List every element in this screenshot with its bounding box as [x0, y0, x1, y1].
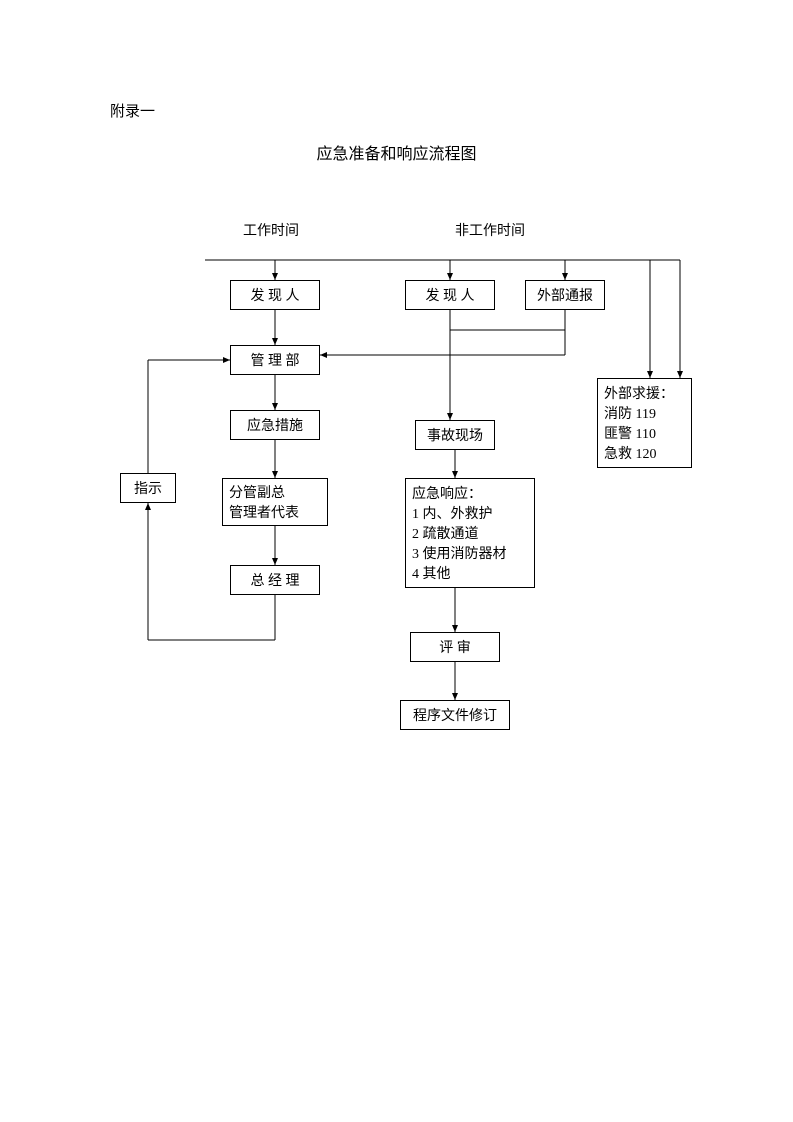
flowchart-edges [0, 0, 793, 1122]
node-emergency-measure: 应急措施 [230, 410, 320, 440]
node-response: 应急响应： 1 内、外救护 2 疏散通道 3 使用消防器材 4 其他 [405, 478, 535, 588]
header-work-time: 工作时间 [243, 220, 299, 240]
node-gm: 总 经 理 [230, 565, 320, 595]
node-discoverer-2: 发 现 人 [405, 280, 495, 310]
node-external-rescue: 外部求援： 消防 119 匪警 110 急救 120 [597, 378, 692, 468]
node-accident-scene: 事故现场 [415, 420, 495, 450]
node-revise: 程序文件修订 [400, 700, 510, 730]
node-review: 评 审 [410, 632, 500, 662]
page-title: 应急准备和响应流程图 [0, 140, 793, 164]
node-management: 管 理 部 [230, 345, 320, 375]
appendix-label: 附录一 [110, 100, 155, 121]
node-instruct: 指示 [120, 473, 176, 503]
node-deputy: 分管副总 管理者代表 [222, 478, 328, 526]
header-non-work-time: 非工作时间 [455, 220, 525, 240]
node-external-report: 外部通报 [525, 280, 605, 310]
node-discoverer-1: 发 现 人 [230, 280, 320, 310]
